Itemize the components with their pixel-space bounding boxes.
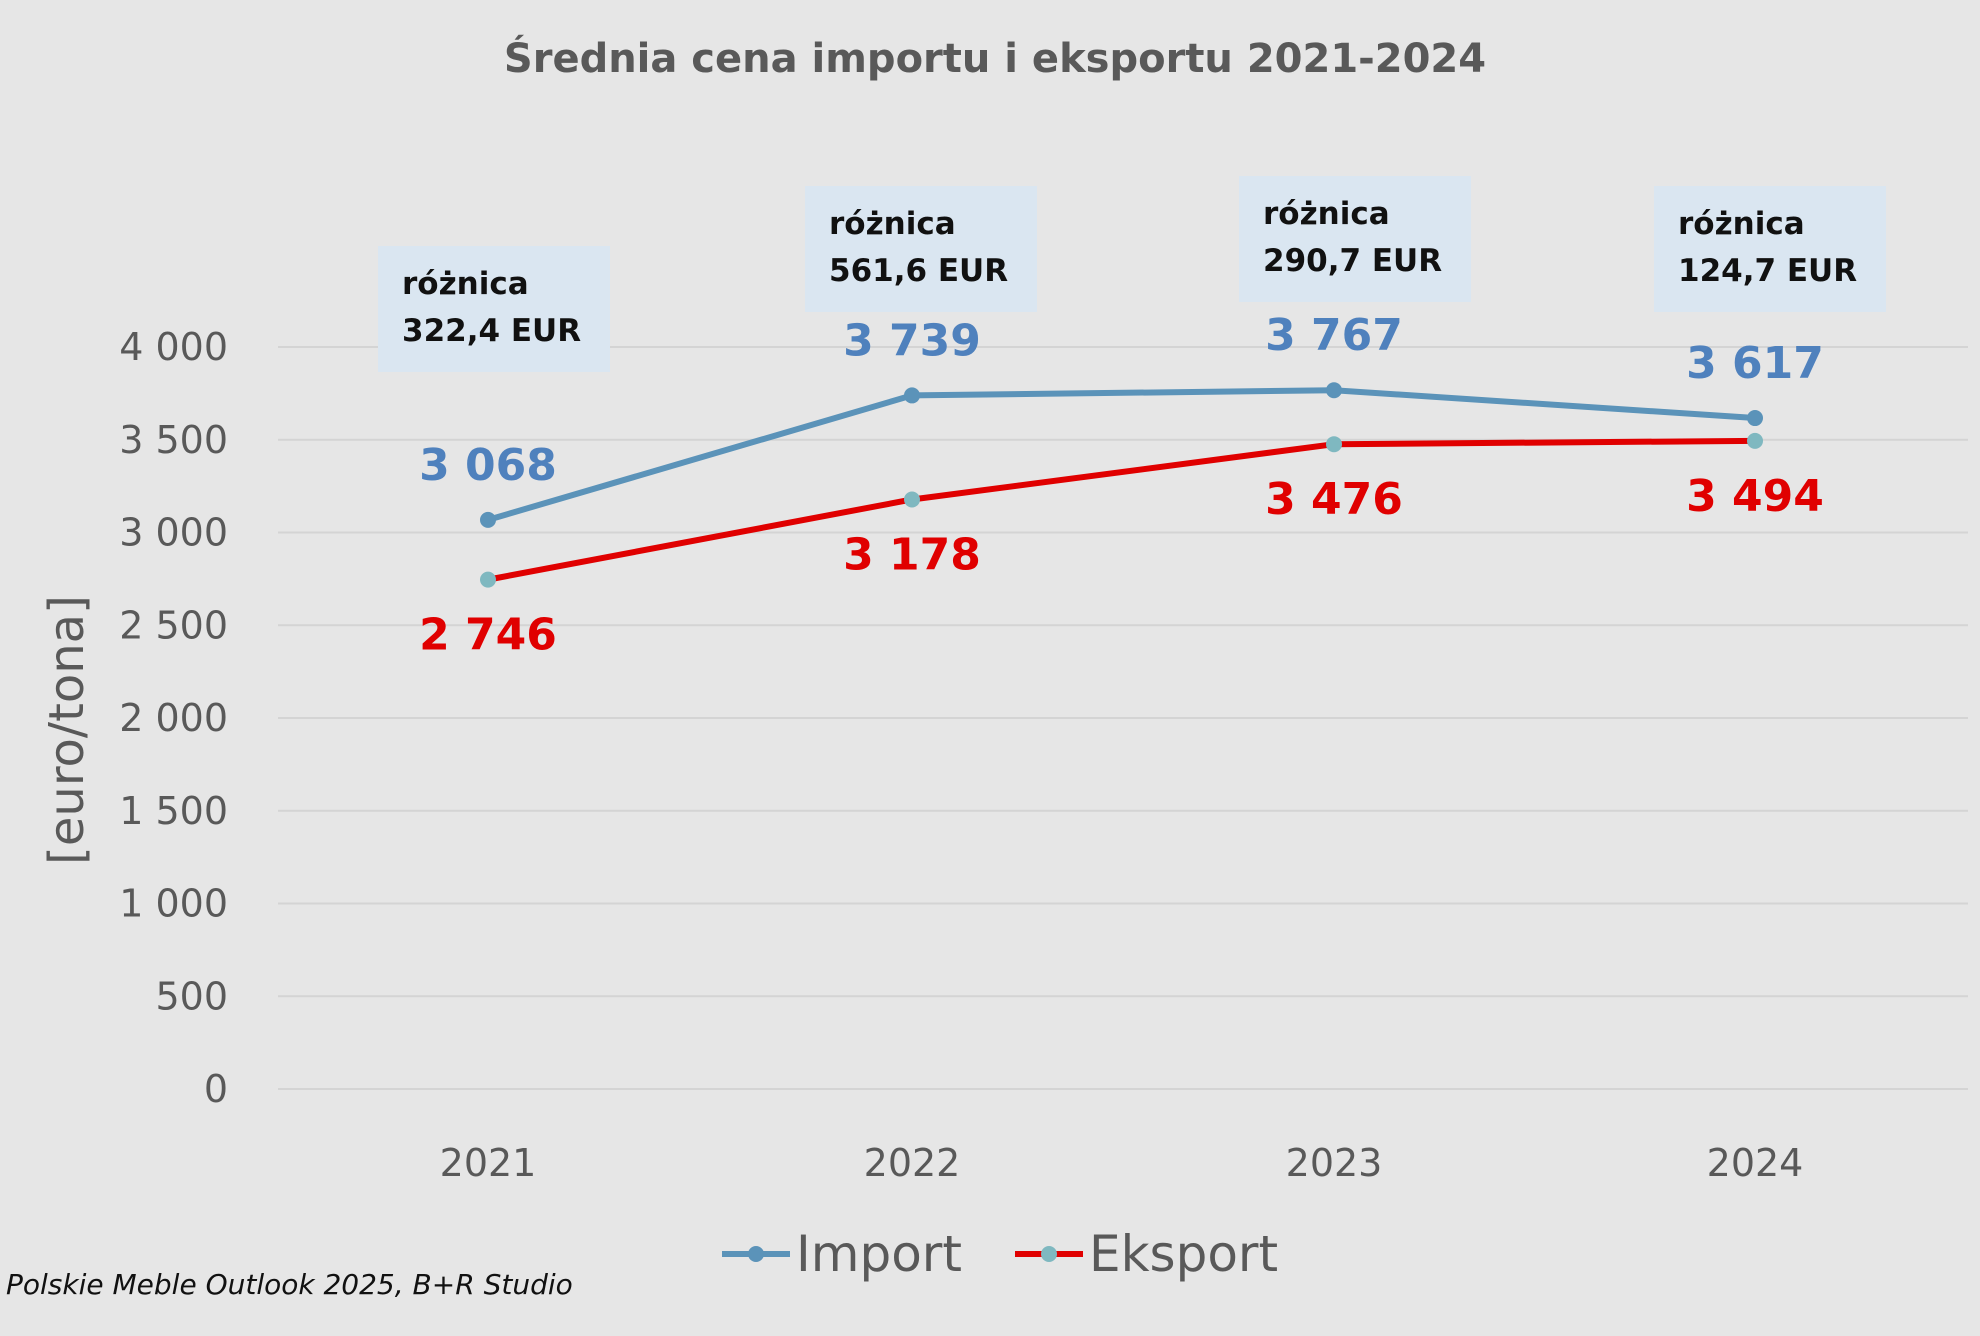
data-label-import: 3 617	[1686, 338, 1824, 389]
data-point-import	[1747, 410, 1763, 427]
annotation-box	[1654, 186, 1886, 312]
annotation-value: 561,6 EUR	[829, 253, 1008, 289]
annotation-label: różnica	[1263, 196, 1390, 232]
legend-swatch-marker	[1041, 1246, 1057, 1262]
data-label-eksport: 2 746	[419, 610, 557, 661]
y-axis-label: [euro/tona]	[39, 595, 95, 865]
y-tick-label: 2 000	[119, 696, 228, 740]
annotation-label: różnica	[829, 206, 956, 242]
gridlines	[278, 346, 1968, 1090]
y-tick-label: 3 500	[119, 418, 228, 462]
annotation-box	[378, 246, 610, 372]
legend-item-import: Import	[722, 1225, 962, 1283]
legend: Import Eksport	[722, 1225, 1278, 1283]
annotation-label: różnica	[1678, 206, 1805, 242]
data-labels: 3 068 3 739 3 767 3 617 2 746 3 178 3 476 3 494	[419, 310, 1824, 660]
data-label-import: 3 767	[1265, 310, 1403, 361]
y-tick-label: 1 000	[119, 882, 228, 926]
series-line-eksport	[485, 437, 1758, 583]
x-axis-ticks: 2021 2022 2023 2024	[440, 1141, 1804, 1185]
y-tick-label: 2 500	[119, 603, 228, 647]
data-point-eksport	[1747, 432, 1763, 449]
data-label-eksport: 3 178	[843, 529, 981, 580]
y-tick-label: 4 000	[119, 325, 228, 369]
data-point-eksport	[480, 571, 496, 588]
difference-annotation: różnica 290,7 EUR	[1239, 176, 1471, 302]
legend-swatch-marker	[748, 1246, 764, 1262]
annotation-value: 322,4 EUR	[402, 313, 581, 349]
series-markers	[480, 382, 1763, 588]
y-tick-label: 3 000	[119, 511, 228, 555]
y-tick-label: 0	[204, 1067, 228, 1111]
source-note: Polskie Meble Outlook 2025, B+R Studio	[6, 1268, 573, 1301]
data-point-eksport	[904, 491, 920, 508]
legend-label: Eksport	[1089, 1225, 1278, 1283]
data-point-import	[1326, 382, 1342, 399]
series-line-import	[485, 387, 1758, 523]
annotation-value: 290,7 EUR	[1263, 243, 1442, 279]
difference-annotation: różnica 561,6 EUR	[805, 186, 1037, 312]
difference-annotations: różnica 322,4 EUR różnica 561,6 EUR różnica 2…	[378, 176, 1886, 372]
data-label-import: 3 739	[843, 315, 981, 366]
data-label-eksport: 3 476	[1265, 474, 1403, 525]
y-axis-ticks: 0 500 1 000 1 500 2 000 2 500 3 000 3 500 4 000	[119, 325, 228, 1111]
y-tick-label: 1 500	[119, 789, 228, 833]
annotation-label: różnica	[402, 266, 529, 302]
annotation-value: 124,7 EUR	[1678, 253, 1857, 289]
data-point-eksport	[1326, 436, 1342, 453]
legend-label: Import	[796, 1225, 962, 1283]
x-tick-label: 2022	[864, 1141, 961, 1185]
difference-annotation: różnica 322,4 EUR	[378, 246, 610, 372]
data-point-import	[480, 511, 496, 528]
legend-item-eksport: Eksport	[1015, 1225, 1278, 1283]
y-tick-label: 500	[155, 974, 228, 1018]
data-label-eksport: 3 494	[1686, 471, 1824, 522]
series-lines	[485, 387, 1758, 583]
data-label-import: 3 068	[419, 440, 557, 491]
x-tick-label: 2023	[1286, 1141, 1383, 1185]
annotation-box	[1239, 176, 1471, 302]
x-tick-label: 2024	[1707, 1141, 1804, 1185]
annotation-box	[805, 186, 1037, 312]
x-tick-label: 2021	[440, 1141, 537, 1185]
chart-title: Średnia cena importu i eksportu 2021-202…	[504, 34, 1486, 82]
difference-annotation: różnica 124,7 EUR	[1654, 186, 1886, 312]
data-point-import	[904, 387, 920, 404]
